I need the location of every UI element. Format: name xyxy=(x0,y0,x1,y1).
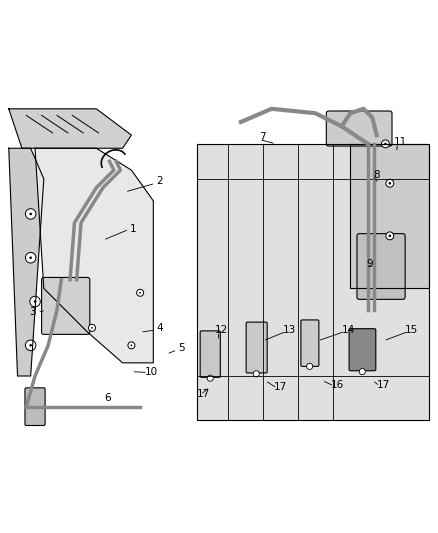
Circle shape xyxy=(29,213,32,215)
Text: 4: 4 xyxy=(156,323,163,333)
Text: 17: 17 xyxy=(274,382,287,392)
Polygon shape xyxy=(9,148,44,376)
Circle shape xyxy=(253,371,259,377)
Polygon shape xyxy=(9,109,131,148)
Circle shape xyxy=(307,364,313,369)
Circle shape xyxy=(88,324,95,332)
Circle shape xyxy=(30,296,40,307)
Polygon shape xyxy=(35,148,153,363)
Text: 5: 5 xyxy=(178,343,185,352)
Text: 10: 10 xyxy=(145,367,158,377)
Circle shape xyxy=(139,292,141,294)
Text: 16: 16 xyxy=(331,379,344,390)
Circle shape xyxy=(137,289,144,296)
Text: 15: 15 xyxy=(405,325,418,335)
FancyBboxPatch shape xyxy=(246,322,267,373)
Text: 9: 9 xyxy=(367,260,374,269)
Text: 7: 7 xyxy=(259,132,266,142)
Text: 12: 12 xyxy=(215,325,228,335)
FancyBboxPatch shape xyxy=(200,331,220,377)
Circle shape xyxy=(384,142,387,145)
Text: 17: 17 xyxy=(197,389,210,399)
FancyBboxPatch shape xyxy=(357,233,405,300)
Text: 13: 13 xyxy=(283,325,296,335)
Polygon shape xyxy=(350,144,429,288)
Circle shape xyxy=(381,140,389,148)
Text: 6: 6 xyxy=(104,393,111,403)
FancyBboxPatch shape xyxy=(42,278,90,334)
Circle shape xyxy=(34,300,36,303)
Text: 8: 8 xyxy=(373,169,380,180)
Circle shape xyxy=(359,368,365,375)
Circle shape xyxy=(207,375,213,381)
Circle shape xyxy=(25,253,36,263)
Circle shape xyxy=(389,235,391,237)
FancyBboxPatch shape xyxy=(301,320,319,366)
Text: 11: 11 xyxy=(394,136,407,147)
Text: 17: 17 xyxy=(377,379,390,390)
Circle shape xyxy=(386,232,394,240)
Polygon shape xyxy=(197,144,429,420)
Circle shape xyxy=(29,256,32,259)
Circle shape xyxy=(29,344,32,346)
FancyBboxPatch shape xyxy=(326,111,392,146)
FancyBboxPatch shape xyxy=(349,329,376,371)
Circle shape xyxy=(25,209,36,219)
Circle shape xyxy=(389,182,391,184)
Circle shape xyxy=(91,327,93,329)
Text: 2: 2 xyxy=(156,176,163,186)
Circle shape xyxy=(386,179,394,187)
Circle shape xyxy=(128,342,135,349)
Circle shape xyxy=(25,340,36,351)
FancyBboxPatch shape xyxy=(25,388,45,425)
Text: 3: 3 xyxy=(29,308,36,318)
Text: 1: 1 xyxy=(130,224,137,235)
Text: 14: 14 xyxy=(342,325,355,335)
Circle shape xyxy=(131,344,132,346)
